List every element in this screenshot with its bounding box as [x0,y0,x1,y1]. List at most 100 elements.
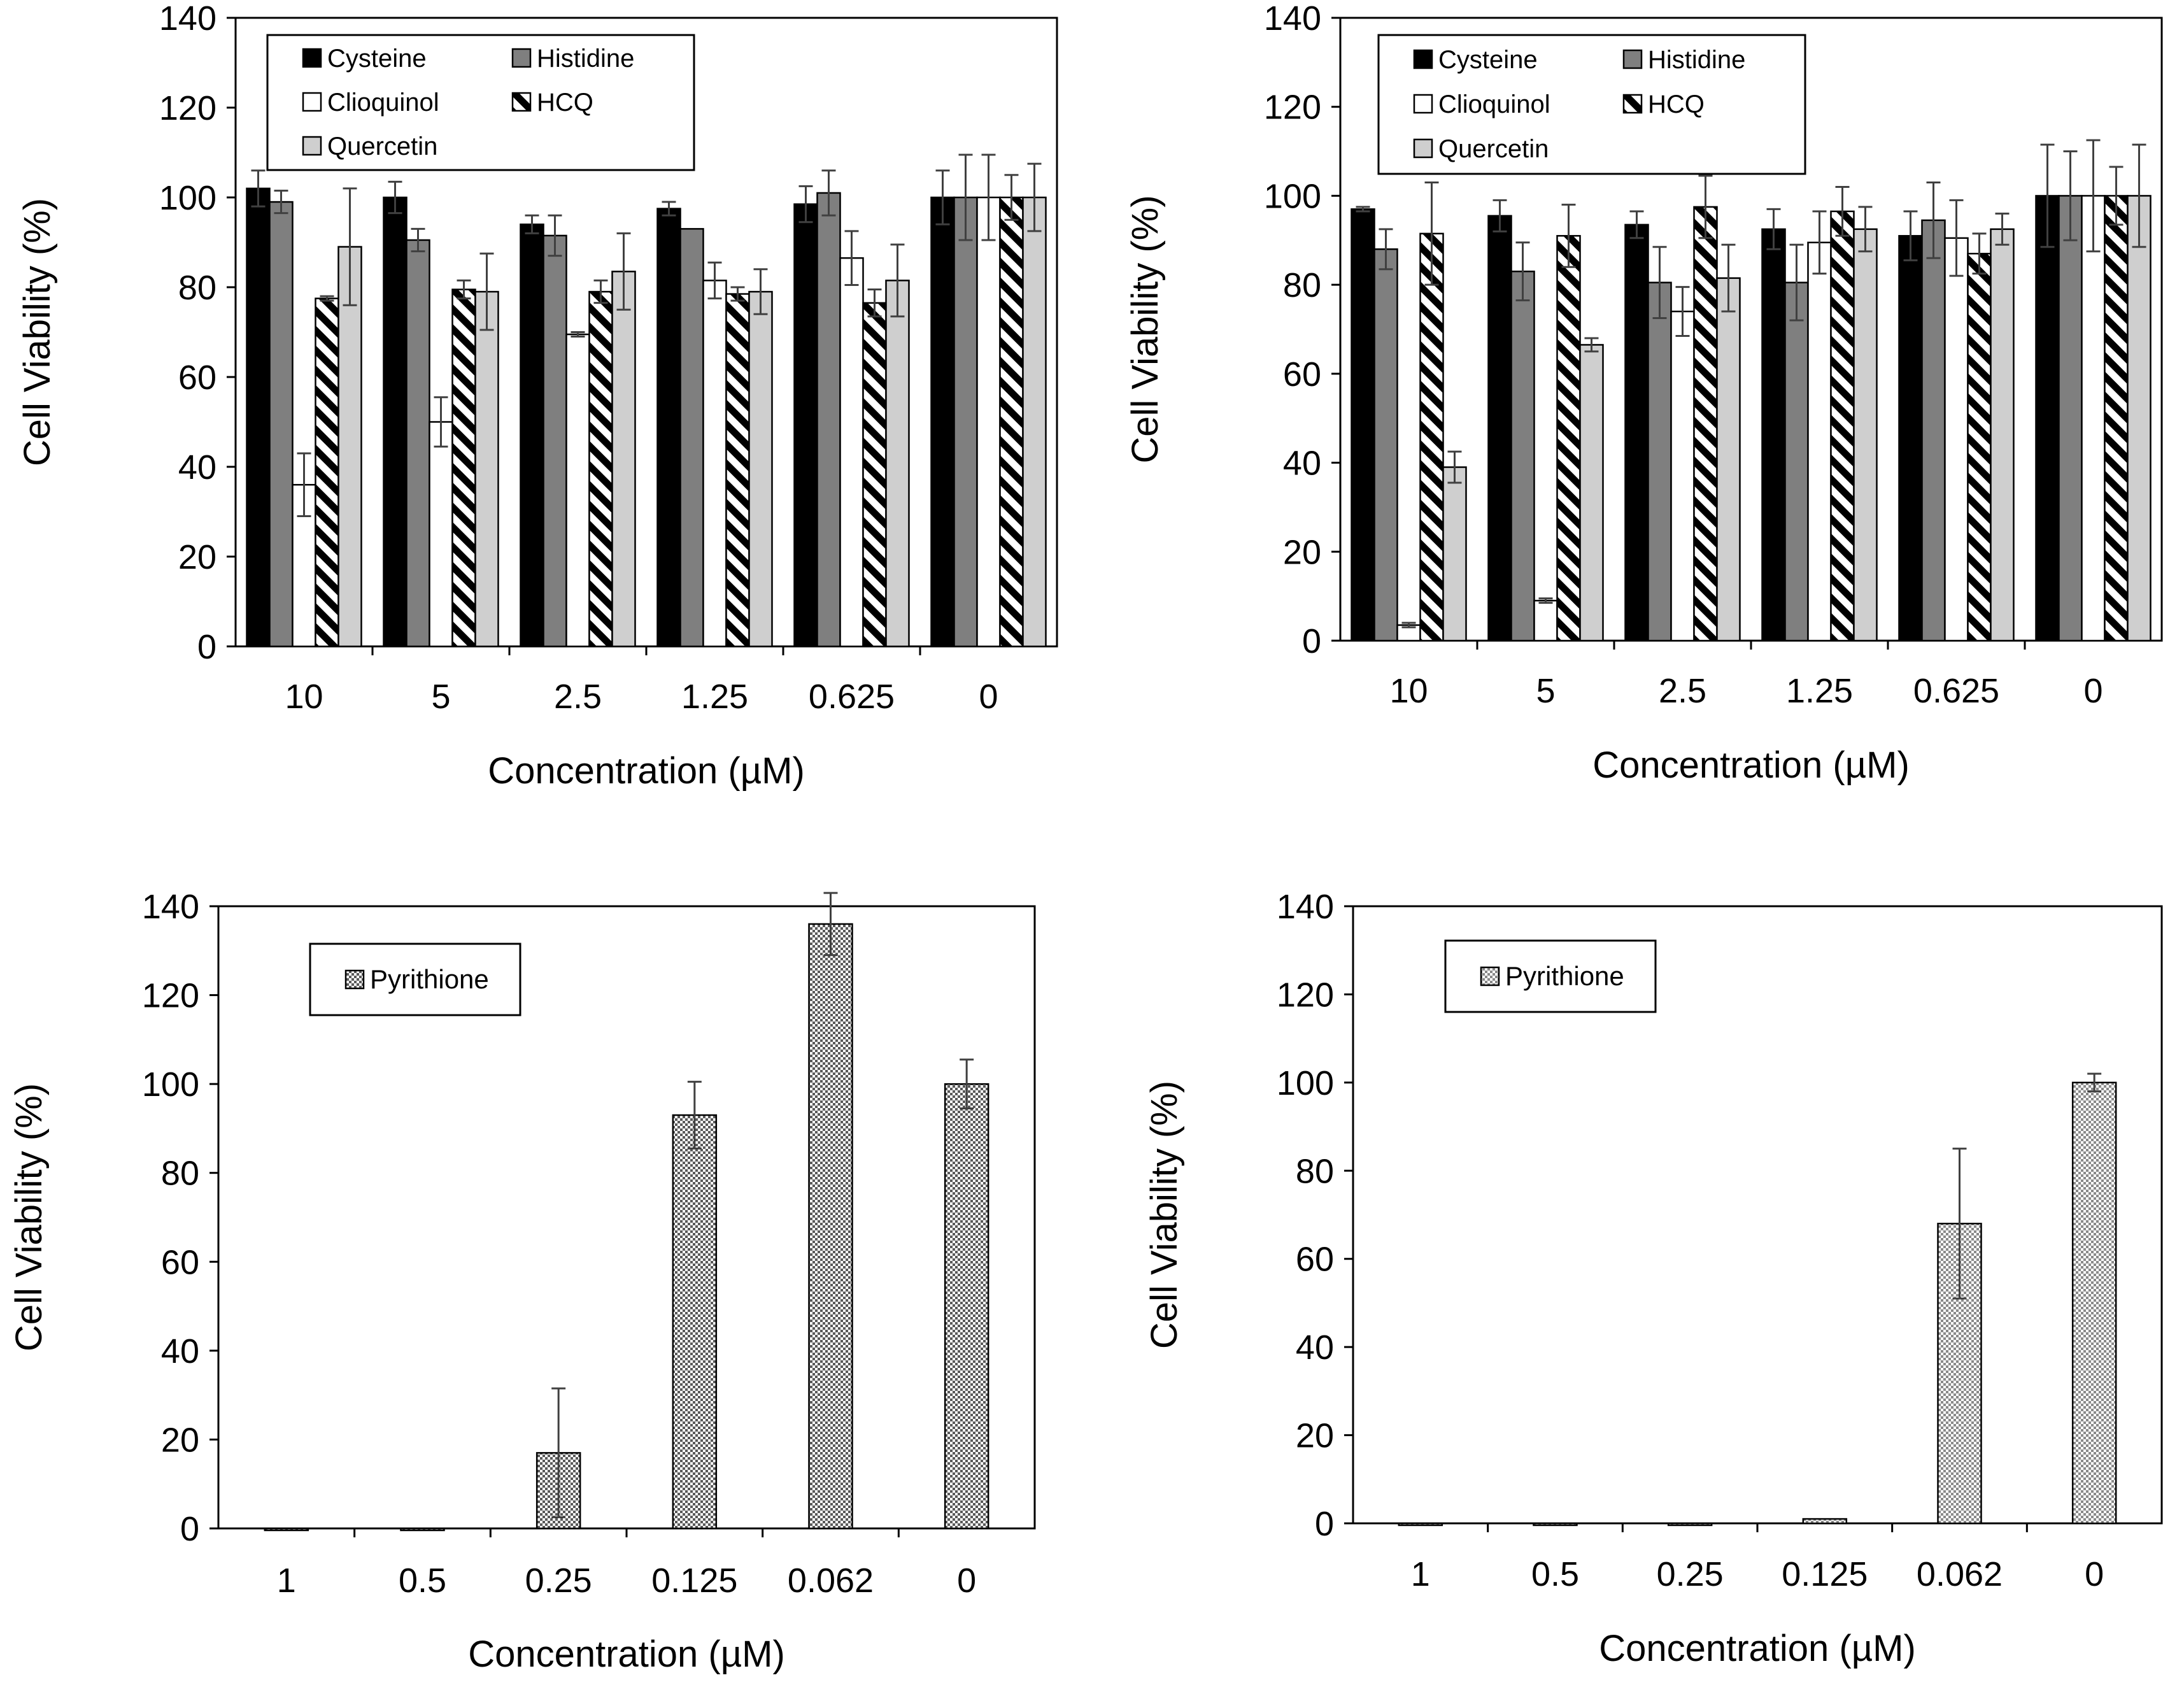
bar-pyrithione-0p5 [400,1527,445,1532]
bar-cysteine-10 [246,187,271,648]
y-tick-label: 60 [178,359,216,397]
legend-swatch-hcq [511,92,532,112]
bar-cysteine-2p5 [1624,224,1649,642]
x-tick-label: 0.5 [399,1562,446,1600]
y-tick-label: 40 [178,448,216,487]
legend-label-clioquinol: Clioquinol [327,89,439,117]
bar-hcq-5 [1556,235,1581,642]
x-tick-label: 0.625 [809,678,895,716]
x-tick-label: 0 [957,1562,976,1600]
y-axis-title: Cell Viability (%) [17,198,58,466]
legend-label-hcq: HCQ [1648,90,1705,118]
y-tick-label: 120 [142,977,199,1015]
x-tick-label: 5 [431,678,450,716]
chart-bottom-left: 0 20 40 60 80 100 120 140 1 0.5 0.25 0.125 0.062 0 Cel… [8,888,1036,1675]
y-tick-label: 20 [178,538,216,576]
y-axis-title: Cell Viability (%) [1144,1081,1185,1349]
bar-quercetin-1p25 [1853,228,1878,642]
y-tick-label: 120 [1277,976,1334,1014]
legend-swatch-histidine [511,48,532,68]
chart-bottom-right: 0 20 40 60 80 100 120 140 1 0.5 0.25 0.125 0.062 0 Cel… [1144,888,2163,1669]
x-axis-title: Concentration (µM) [1592,744,1910,786]
x-tick-label: 0.125 [651,1562,737,1600]
x-tick-label: 0 [2083,672,2102,710]
y-tick-label: 60 [1283,355,1321,394]
legend-swatch-clioquinol [1413,94,1433,114]
legend-swatch-quercetin [302,136,322,156]
legend: Cysteine Histidine Clioquinol HCQ Quercetin [1377,34,1806,175]
x-tick-label: 1 [1411,1555,1430,1593]
bar-clioquinol-1p25 [702,280,727,648]
bar-clioquinol-0p625 [839,257,864,648]
x-tick-label: 0.625 [1913,672,1999,710]
y-tick-label: 80 [178,269,216,307]
bar-pyrithione-0p125 [1802,1518,1848,1525]
x-axis-title: Concentration (µM) [1599,1628,1916,1669]
bar-hcq-2p5 [588,290,613,648]
legend-label-quercetin: Quercetin [1438,135,1549,163]
bar-pyrithione-0p25 [1667,1522,1713,1527]
bar-quercetin-10 [337,246,362,648]
bar-histidine-0 [2058,195,2083,642]
bar-quercetin-2p5 [611,271,636,648]
bar-cysteine-10 [1351,208,1375,642]
bar-hcq-0p625 [862,302,887,648]
bar-histidine-10 [269,201,294,648]
x-tick-label: 1.25 [1786,672,1853,710]
legend: Pyrithione [309,943,521,1016]
legend-label-histidine: Histidine [537,45,634,73]
x-tick-label: 0.25 [525,1562,592,1600]
x-tick-label: 0.062 [788,1562,874,1600]
y-tick-label: 140 [142,888,199,926]
legend-label-histidine: Histidine [1648,46,1745,74]
bar-clioquinol-5 [429,421,453,648]
x-tick-label: 2.5 [554,678,602,716]
bar-cysteine-5 [1487,215,1512,642]
bar-clioquinol-0p625 [1944,237,1969,642]
y-tick-label: 0 [180,1510,199,1548]
legend-box [266,34,695,171]
bar-histidine-5 [1510,270,1535,642]
bar-histidine-5 [406,239,430,648]
bar-histidine-0 [953,196,978,648]
y-tick-label: 20 [1296,1417,1334,1455]
chart-top-right: 0 20 40 60 80 100 120 140 10 5 2.5 1.25 0.625 0 Cell V… [1124,0,2163,786]
bar-cysteine-1p25 [656,208,681,648]
y-tick-label: 100 [159,179,216,217]
legend-label-hcq: HCQ [537,89,593,117]
bar-hcq-10 [315,297,339,648]
bar-hcq-1p25 [725,293,750,648]
bar-quercetin-5 [474,290,499,648]
x-tick-label: 0.062 [1917,1555,2003,1593]
bar-histidine-0p625 [1921,219,1946,642]
legend-swatch-quercetin [1413,138,1433,159]
bar-clioquinol-0 [2081,195,2106,642]
bar-cysteine-0 [2035,195,2060,642]
bar-cysteine-0p625 [1898,235,1923,642]
bar-quercetin-0 [2127,195,2152,642]
bar-quercetin-0p625 [1990,228,2015,642]
bar-hcq-5 [451,288,476,648]
y-axis-title: Cell Viability (%) [8,1083,50,1351]
bar-clioquinol-1p25 [1807,241,1832,642]
legend-swatch-hcq [1622,94,1643,114]
x-tick-label: 1 [277,1562,296,1600]
bar-pyrithione-0p5 [1533,1522,1578,1527]
bar-cysteine-5 [383,196,408,648]
bar-pyrithione-1 [1398,1522,1443,1527]
y-tick-label: 120 [159,89,216,127]
x-tick-label: 0.5 [1531,1555,1579,1593]
y-tick-label: 80 [161,1155,199,1193]
bar-histidine-1p25 [1784,281,1809,642]
legend-label-cysteine: Cysteine [327,45,427,73]
y-tick-label: 20 [161,1421,199,1459]
y-tick-label: 40 [1296,1328,1334,1367]
bar-pyrithione-0p125 [672,1114,718,1530]
x-tick-label: 10 [1389,672,1428,710]
x-tick-label: 2.5 [1659,672,1706,710]
y-tick-label: 0 [1302,622,1321,660]
bar-histidine-2p5 [1647,281,1672,642]
legend-swatch-clioquinol [302,92,322,112]
y-tick-label: 140 [1264,0,1321,38]
